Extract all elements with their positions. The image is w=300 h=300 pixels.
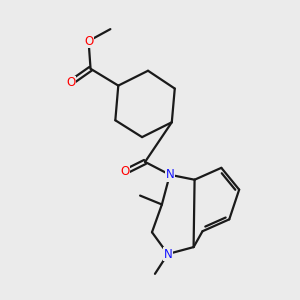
Text: O: O xyxy=(66,76,75,89)
Text: N: N xyxy=(165,168,174,181)
Text: O: O xyxy=(84,34,93,47)
Text: O: O xyxy=(121,165,130,178)
Text: N: N xyxy=(164,248,172,260)
